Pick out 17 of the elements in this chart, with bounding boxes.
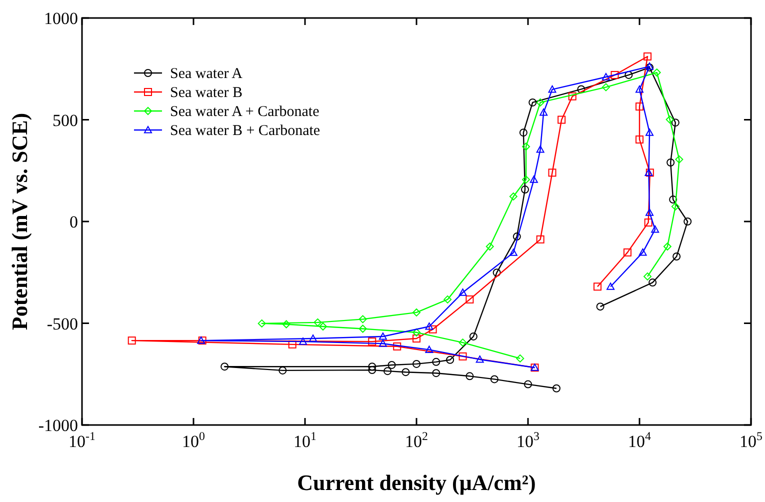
x-axis-title: Current density (μA/cm²) [297,470,536,495]
legend-label: Sea water A [170,66,243,82]
x-tick-label: 10$^{4}$ [628,429,652,451]
legend-label: Sea water B [170,85,242,101]
y-tick-label: -1000 [38,416,78,435]
x-tick-label: 10$^{0}$ [182,429,206,451]
y-tick-label: 500 [52,110,78,130]
y-tick-label: -500 [46,314,78,334]
x-tick-label: 10$^{1}$ [294,429,317,451]
x-tick-label: 10$^{3}$ [516,429,540,451]
y-axis-title: Potential (mV vs. SCE) [7,112,32,330]
legend-label: Sea water A + Carbonate [170,104,320,120]
x-tick-label: 10$^{5}$ [740,429,763,451]
y-tick-label: 0 [70,212,78,232]
legend-label: Sea water B + Carbonate [170,123,320,139]
y-tick-label: 1000 [44,9,78,28]
x-tick-label: 10$^{2}$ [405,429,428,451]
